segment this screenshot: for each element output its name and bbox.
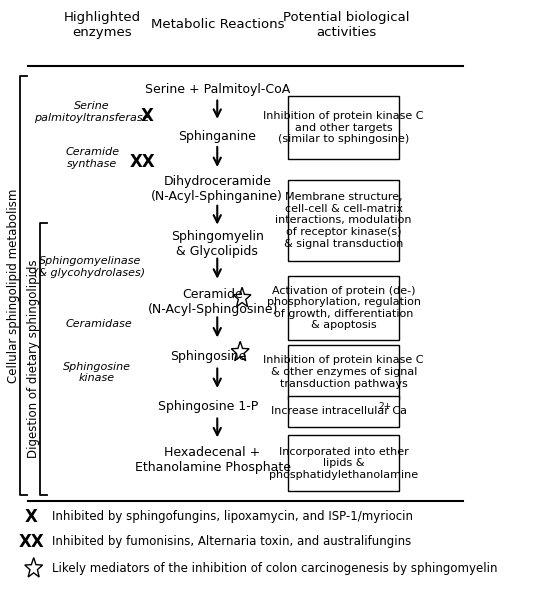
FancyBboxPatch shape [288,276,399,340]
Text: Inhibited by fumonisins, Alternaria toxin, and australifungins: Inhibited by fumonisins, Alternaria toxi… [52,535,412,548]
FancyBboxPatch shape [288,96,399,159]
FancyBboxPatch shape [288,180,399,261]
Text: Cellular sphingolipid metabolism: Cellular sphingolipid metabolism [7,188,20,383]
Text: Highlighted
enzymes: Highlighted enzymes [64,11,141,39]
Text: Metabolic Reactions: Metabolic Reactions [151,18,284,31]
Text: Incorporated into ether
lipids &
phosphatidylethanolamine: Incorporated into ether lipids & phospha… [269,446,418,480]
FancyBboxPatch shape [288,396,399,427]
Text: Sphingosine 1-P: Sphingosine 1-P [158,401,258,413]
Text: Inhibition of protein kinase C
and other targets
(similar to sphingosine): Inhibition of protein kinase C and other… [263,111,424,144]
Text: Likely mediators of the inhibition of colon carcinogenesis by sphingomyelin: Likely mediators of the inhibition of co… [52,562,498,575]
Text: Increase intracellular Ca: Increase intracellular Ca [271,406,407,417]
Text: Ceramide
synthase: Ceramide synthase [65,147,119,169]
FancyBboxPatch shape [288,345,399,399]
Text: Sphinganine: Sphinganine [178,130,256,143]
Text: Serine
palmitoyltransferase: Serine palmitoyltransferase [34,101,150,123]
Text: XX: XX [129,153,155,170]
Text: 2+: 2+ [379,402,392,411]
Text: X: X [25,508,38,526]
Text: Sphingomyelinase
(& glycohydrolases): Sphingomyelinase (& glycohydrolases) [34,256,145,278]
Text: Activation of protein (de-)
phosphorylation, regulation
of growth, differentiati: Activation of protein (de-) phosphorylat… [267,285,421,330]
Text: Sphingosine: Sphingosine [170,350,246,364]
Text: Sphingosine
kinase: Sphingosine kinase [63,362,131,383]
Text: Membrane structure,
cell-cell & cell-matrix
interactions, modulation
of receptor: Membrane structure, cell-cell & cell-mat… [275,193,412,249]
Text: Dihydroceramide
(N-Acyl-Sphinganine): Dihydroceramide (N-Acyl-Sphinganine) [151,175,283,203]
Text: Inhibition of protein kinase C
& other enzymes of signal
transduction pathways: Inhibition of protein kinase C & other e… [263,355,424,389]
Text: Serine + Palmitoyl-CoA: Serine + Palmitoyl-CoA [145,83,290,96]
Text: X: X [140,107,153,125]
Text: Potential biological
activities: Potential biological activities [283,11,409,39]
Text: Sphingomyelin
& Glycolipids: Sphingomyelin & Glycolipids [171,230,264,258]
Text: Digestion of dietary sphingolipids: Digestion of dietary sphingolipids [27,259,40,458]
Text: XX: XX [18,533,44,551]
Text: Ceramide
(N-Acyl-Sphingosine): Ceramide (N-Acyl-Sphingosine) [147,288,278,316]
FancyBboxPatch shape [288,435,399,491]
Text: Inhibited by sphingofungins, lipoxamycin, and ISP-1/myriocin: Inhibited by sphingofungins, lipoxamycin… [52,510,413,523]
Text: Ceramidase: Ceramidase [66,319,133,330]
Text: Hexadecenal +
Ethanolamine Phosphate: Hexadecenal + Ethanolamine Phosphate [134,446,290,474]
